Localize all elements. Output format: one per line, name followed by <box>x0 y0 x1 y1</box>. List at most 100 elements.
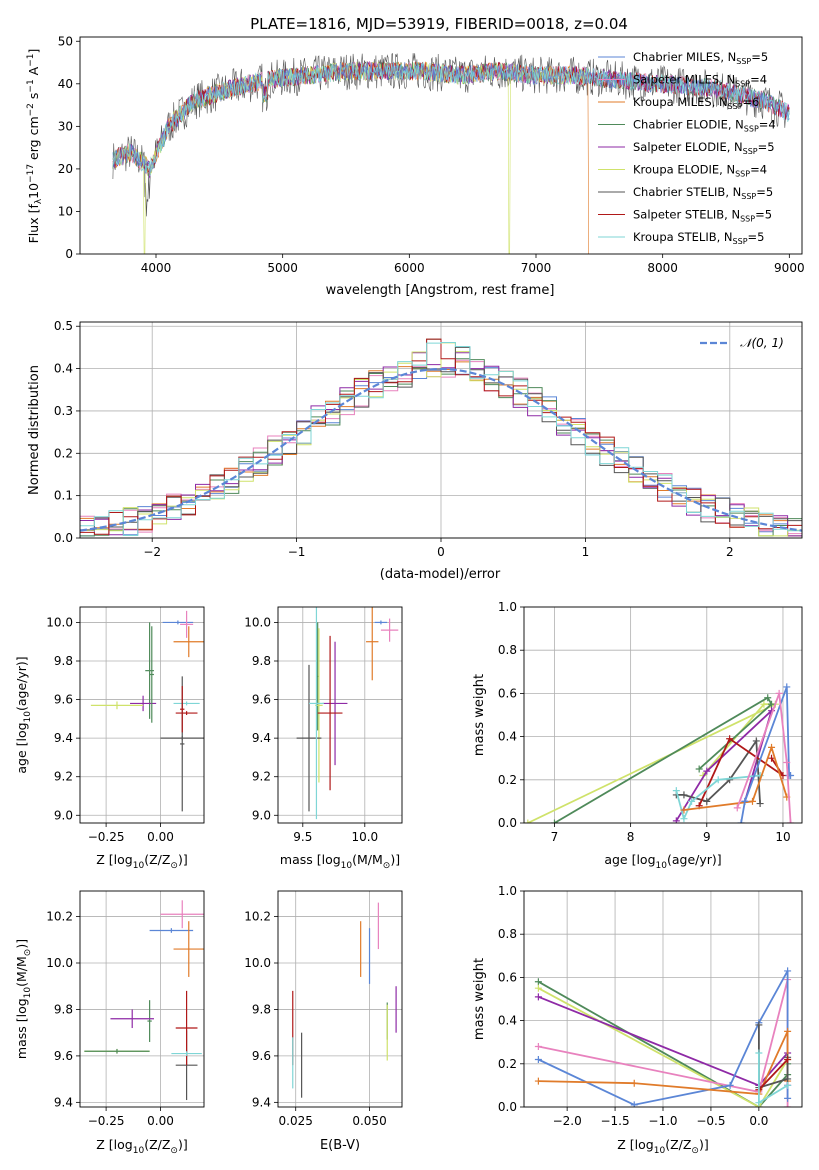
weight-marker <box>534 1077 542 1085</box>
y-tick-label: 9.8 <box>54 654 73 668</box>
x-tick-label: −1.5 <box>600 1114 629 1128</box>
weight-marker <box>784 1075 792 1083</box>
weight-line-kroupa_elodie <box>537 987 789 1107</box>
chart-residuals: −2 −1 0 1 2 0.0 0.1 0.2 0.3 0.4 0.5 (data-model)/er… <box>27 319 803 582</box>
y-axis-label: Flux [fλ10−17 erg cm−2 s−1 A−1] <box>26 49 44 244</box>
weight-line-salpeter_elodie <box>675 707 774 822</box>
y-tick-label: 10.0 <box>244 615 271 629</box>
y-tick-label: 9.8 <box>252 1002 271 1016</box>
errorbar-point <box>309 607 324 820</box>
weight-marker <box>680 806 688 814</box>
y-tick-label: 9.0 <box>252 808 271 822</box>
histogram-kroupa_stelib <box>80 342 802 536</box>
errorbar-point <box>380 618 399 642</box>
errorbar-point <box>296 664 322 812</box>
errorbar-point <box>110 1009 154 1029</box>
y-tick-label: 0.2 <box>498 773 517 787</box>
x-tick-label: −0.25 <box>88 1114 125 1128</box>
errorbar-point <box>147 1000 152 1042</box>
x-tick-label: −1.0 <box>648 1114 677 1128</box>
weight-marker <box>630 1079 638 1087</box>
y-tick-label: 0.6 <box>498 970 517 984</box>
chart-mass-vs-ebv: 0.025 0.050 9.4 9.6 9.8 10.0 10.2 E(B-V) <box>244 890 403 1153</box>
legend-label: 𝒩(0, 1) <box>740 336 784 350</box>
y-tick-label: 1.0 <box>498 600 517 614</box>
y-tick-label: 10.0 <box>244 956 271 970</box>
errorbar-point <box>171 1051 202 1056</box>
weight-marker <box>748 797 756 805</box>
x-axis-label: mass [log10(M/M⊙)] <box>280 852 400 871</box>
y-axis-label: mass weight <box>472 674 487 756</box>
axes-frame <box>277 606 403 824</box>
weight-marker <box>784 1081 792 1089</box>
weight-marker <box>534 993 542 1001</box>
weight-marker <box>768 700 776 708</box>
weight-marker <box>755 1049 763 1057</box>
weight-marker <box>756 800 764 808</box>
y-tick-label: 9.4 <box>54 1095 73 1109</box>
errorbar-point <box>173 701 200 706</box>
plot-area-spectrum <box>112 53 790 254</box>
chart-mass-vs-Z: −0.25 0.00 9.4 9.6 9.8 10.0 10.2 Z [log10(Z/Z⊙)… <box>14 890 205 1156</box>
errorbar-point <box>90 701 144 710</box>
errorbar-point <box>145 622 154 719</box>
x-tick-label: 9.5 <box>293 830 312 844</box>
errorbar-point <box>317 635 343 791</box>
y-tick-label: 0.6 <box>498 686 517 700</box>
weight-marker <box>784 1094 792 1102</box>
weight-marker <box>784 1027 792 1035</box>
legend: Chabrier MILES, NSSP=5 Salpeter MILES, NS… <box>598 50 776 246</box>
errorbar-point <box>366 607 379 681</box>
y-tick-label: 0.0 <box>498 816 517 830</box>
weight-marker <box>524 819 532 823</box>
weight-marker <box>737 819 745 823</box>
y-tick-label: 10.0 <box>46 615 73 629</box>
y-tick-label: 9.0 <box>54 808 73 822</box>
weight-marker <box>726 776 734 784</box>
errorbar-point <box>175 711 198 715</box>
x-axis-label: Z [log10(Z/Z⊙)] <box>96 852 187 871</box>
legend-label: Kroupa MILES, NSSP=6 <box>633 95 759 111</box>
x-tick-label: 0.0 <box>749 1114 768 1128</box>
x-tick-label: 10.0 <box>351 830 378 844</box>
weight-marker <box>534 1043 542 1051</box>
x-tick-label: 6000 <box>394 261 425 275</box>
weight-marker <box>703 767 711 775</box>
spectrum-line-kroupa_stelib <box>112 61 790 176</box>
legend-label: Kroupa STELIB, NSSP=5 <box>633 230 764 246</box>
x-axis-label: Z [log10(Z/Z⊙)] <box>96 1137 187 1156</box>
y-tick-label: 0.8 <box>498 643 517 657</box>
plot-area-massweight-vs-Z <box>534 967 792 1107</box>
weight-marker <box>783 759 791 767</box>
weight-marker <box>760 700 768 708</box>
y-tick-label: 50 <box>58 34 73 48</box>
x-tick-label: −0.5 <box>696 1114 725 1128</box>
weight-marker <box>630 1101 638 1107</box>
y-tick-label: 9.2 <box>54 770 73 784</box>
chart-massweight-vs-Z: −2.0 −1.5 −1.0 −0.5 0.0 0.0 0.2 0.4 0.6 0.8 1.0 Z [… <box>472 884 803 1156</box>
weight-line-salpeter_stelib <box>758 1058 789 1091</box>
axes-frame <box>79 606 205 824</box>
weight-marker <box>726 735 734 743</box>
plot-area-age-vs-mass <box>296 607 399 820</box>
weight-marker <box>784 967 792 975</box>
axes-frame <box>79 890 205 1108</box>
errorbar-point <box>149 626 154 723</box>
plot-area-mass-vs-ebv <box>292 902 397 1098</box>
weight-line-salpeter_miles <box>736 693 792 823</box>
y-tick-label: 10.2 <box>46 910 73 924</box>
y-tick-label: 9.8 <box>54 1002 73 1016</box>
weight-marker <box>741 797 749 805</box>
y-tick-label: 10.0 <box>46 956 73 970</box>
x-tick-label: 4000 <box>141 261 172 275</box>
x-tick-label: 9 <box>703 830 711 844</box>
legend-label: Kroupa ELODIE, NSSP=4 <box>633 163 767 179</box>
plot-area-massweight-vs-age <box>524 683 795 823</box>
y-tick-label: 20 <box>58 162 73 176</box>
legend-label: Chabrier STELIB, NSSP=5 <box>633 185 773 201</box>
y-axis-label: Normed distribution <box>27 365 42 495</box>
weight-marker <box>680 791 688 799</box>
y-tick-label: 9.6 <box>252 1049 271 1063</box>
x-tick-label: 7000 <box>521 261 552 275</box>
y-tick-label: 9.6 <box>54 1049 73 1063</box>
